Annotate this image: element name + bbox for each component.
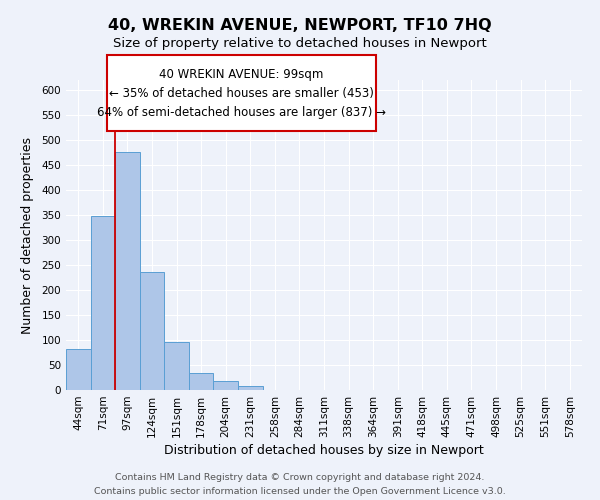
Bar	[214, 381, 238, 390]
Text: ← 35% of detached houses are smaller (453): ← 35% of detached houses are smaller (45…	[109, 86, 374, 100]
Bar	[164, 342, 189, 390]
Bar	[140, 272, 164, 390]
Bar	[91, 216, 115, 390]
FancyBboxPatch shape	[107, 55, 376, 131]
Text: 40, WREKIN AVENUE, NEWPORT, TF10 7HQ: 40, WREKIN AVENUE, NEWPORT, TF10 7HQ	[108, 18, 492, 32]
Text: Size of property relative to detached houses in Newport: Size of property relative to detached ho…	[113, 38, 487, 51]
Bar	[189, 372, 214, 390]
Bar	[115, 152, 140, 390]
Text: 40 WREKIN AVENUE: 99sqm: 40 WREKIN AVENUE: 99sqm	[159, 68, 323, 80]
Y-axis label: Number of detached properties: Number of detached properties	[22, 136, 34, 334]
Text: Contains public sector information licensed under the Open Government Licence v3: Contains public sector information licen…	[94, 486, 506, 496]
Bar	[66, 348, 91, 390]
X-axis label: Distribution of detached houses by size in Newport: Distribution of detached houses by size …	[164, 444, 484, 457]
Text: Contains HM Land Registry data © Crown copyright and database right 2024.: Contains HM Land Registry data © Crown c…	[115, 473, 485, 482]
Text: 64% of semi-detached houses are larger (837) →: 64% of semi-detached houses are larger (…	[97, 106, 386, 118]
Bar	[238, 386, 263, 390]
